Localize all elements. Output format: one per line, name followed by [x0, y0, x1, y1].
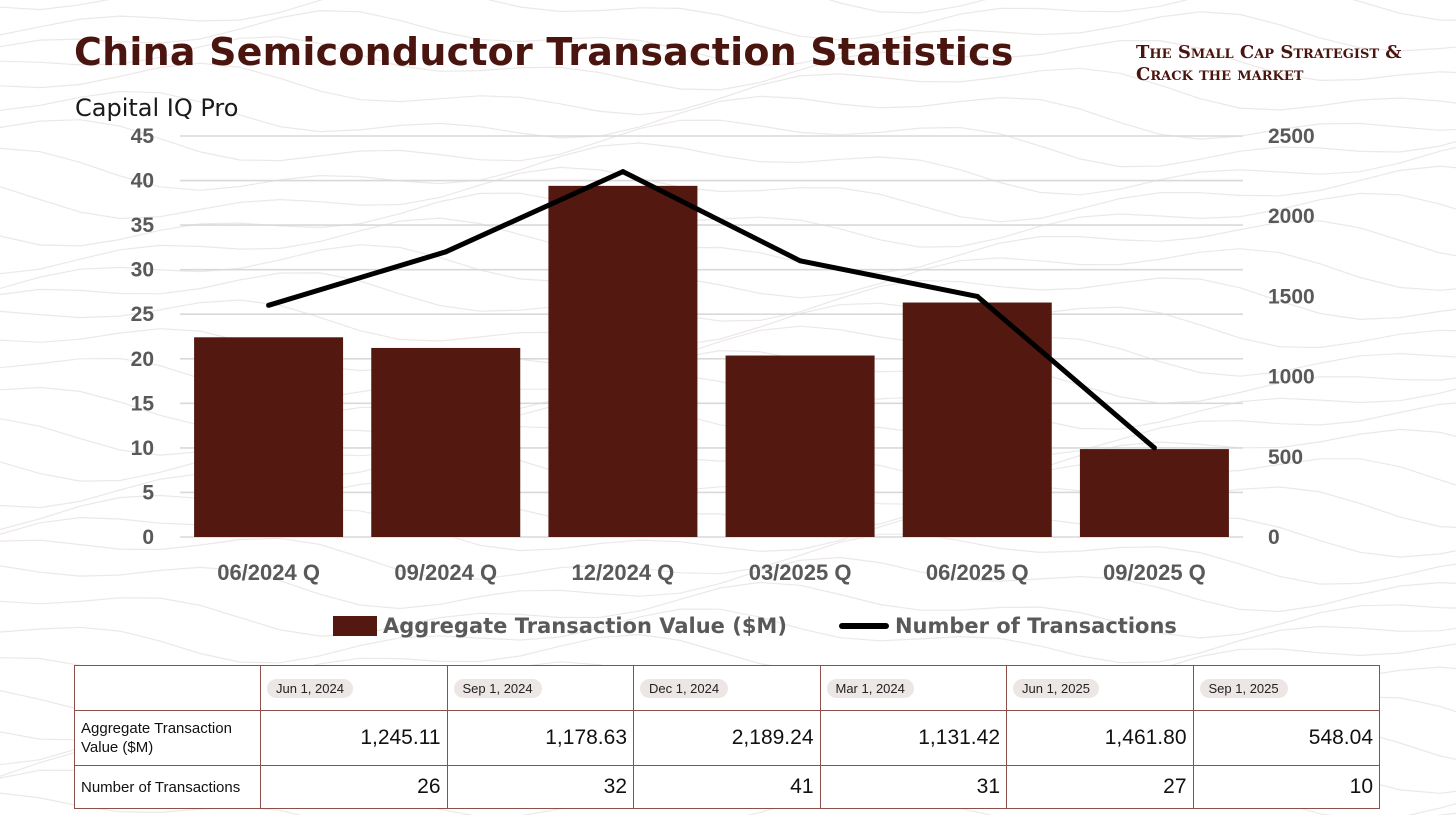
table-cell: 31: [819, 765, 1007, 809]
x-category-label: 03/2025 Q: [749, 560, 852, 585]
legend-bar-label: Aggregate Transaction Value ($M): [383, 614, 787, 638]
bar-aggregate-value: [371, 347, 521, 537]
bar-aggregate-value: [194, 337, 344, 537]
table-cell: 1,245.11: [260, 710, 448, 766]
date-pill: Sep 1, 2025: [1199, 678, 1288, 698]
line-number-of-transactions: [267, 169, 1157, 450]
table-header-cell: Sep 1, 2025: [1192, 665, 1380, 711]
y-right-tick-label: 1500: [1268, 285, 1315, 308]
table-cell: 1,461.80: [1006, 710, 1194, 766]
table-cell: 32: [446, 765, 634, 809]
y-left-tick-label: 10: [131, 437, 154, 460]
row-label: Number of Transactions: [74, 765, 261, 809]
brand-line-2: Crack the market: [1136, 64, 1304, 85]
table-header-cell: Jun 1, 2025: [1006, 665, 1194, 711]
page-subtitle: Capital IQ Pro: [75, 94, 239, 122]
combo-chart: 45 40 35 30 25 20 15 10 5 0 2500 2000 1500 1000 500 0 06…: [131, 125, 1315, 585]
contour-line: [0, 299, 1456, 349]
y-right-tick-label: 2000: [1268, 205, 1315, 228]
table-corner-cell: [74, 665, 261, 711]
legend-bar-swatch: [333, 616, 377, 636]
y-right-tick-label: 1000: [1268, 366, 1315, 389]
bar-aggregate-value: [725, 355, 875, 537]
x-category-label: 12/2024 Q: [572, 560, 675, 585]
date-pill: Dec 1, 2024: [640, 678, 729, 698]
line-point: [974, 293, 980, 299]
y-left-tick-label: 30: [131, 259, 154, 282]
y-left-tick-label: 15: [131, 392, 155, 415]
contour-line: [0, 272, 1456, 322]
y-right-tick-label: 500: [1268, 446, 1303, 469]
table-cell: 41: [633, 765, 821, 809]
y-left-tick-label: 20: [131, 348, 154, 371]
page-title: China Semiconductor Transaction Statisti…: [74, 30, 1014, 74]
chart-legend: Aggregate Transaction Value ($M) Number …: [333, 610, 1229, 642]
contour-line: [0, 9, 1456, 66]
contour-line: [0, 119, 1456, 168]
line-point: [1151, 445, 1157, 451]
table-cell: 1,131.42: [819, 710, 1007, 766]
row-label: Aggregate Transaction Value ($M): [74, 710, 261, 766]
legend-item-bars: Aggregate Transaction Value ($M): [333, 614, 787, 638]
date-pill: Sep 1, 2024: [453, 678, 542, 698]
y-right-tick-label: 0: [1268, 526, 1280, 549]
data-table: Jun 1, 2024 Sep 1, 2024 Dec 1, 2024 Mar …: [74, 665, 1380, 809]
legend-item-line: Number of Transactions: [838, 614, 1177, 638]
brand-line-1: The Small Cap Strategist &: [1136, 42, 1402, 63]
table-cell: 1,178.63: [446, 710, 634, 766]
contour-line: [0, 62, 1456, 116]
y-left-tick-label: 35: [131, 214, 155, 237]
y-left-tick-label: 25: [131, 303, 155, 326]
line-point: [797, 258, 803, 264]
table-row: Number of Transactions 26 32 41 31 27 10: [74, 765, 1380, 809]
line-point: [620, 169, 626, 175]
contour-line: [0, 0, 1456, 41]
line-point: [443, 249, 449, 255]
contour-line: [0, 217, 1456, 275]
x-category-label: 06/2025 Q: [926, 560, 1029, 585]
table-row: Aggregate Transaction Value ($M) 1,245.1…: [74, 710, 1380, 766]
y-left-tick-label: 45: [131, 125, 155, 148]
x-category-label: 06/2024 Q: [217, 560, 320, 585]
y-left-tick-label: 5: [142, 481, 154, 504]
table-header-cell: Jun 1, 2024: [260, 665, 448, 711]
table-header-cell: Sep 1, 2024: [446, 665, 634, 711]
legend-line-label: Number of Transactions: [894, 614, 1177, 638]
table-header-row: Jun 1, 2024 Sep 1, 2024 Dec 1, 2024 Mar …: [74, 665, 1380, 711]
y-left-tick-label: 40: [131, 170, 154, 193]
date-pill: Jun 1, 2025: [1013, 678, 1099, 698]
contour-line: [0, 142, 1456, 196]
date-pill: Jun 1, 2024: [267, 678, 353, 698]
table-cell: 26: [260, 765, 448, 809]
x-category-label: 09/2024 Q: [394, 560, 497, 585]
contour-line: [0, 36, 1456, 91]
table-cell: 2,189.24: [633, 710, 821, 766]
table-header-cell: Dec 1, 2024: [633, 665, 821, 711]
date-pill: Mar 1, 2024: [826, 678, 914, 698]
table-header-cell: Mar 1, 2024: [819, 665, 1007, 711]
contour-line: [0, 581, 1456, 639]
y-right-tick-label: 2500: [1268, 125, 1315, 148]
bar-aggregate-value: [548, 185, 698, 538]
y-left-tick-label: 0: [142, 526, 154, 549]
table-cell: 27: [1006, 765, 1194, 809]
legend-line-swatch: [838, 623, 889, 629]
contour-line: [0, 325, 1456, 377]
brand-logo-text: The Small Cap Strategist & Crack the mar…: [1136, 42, 1446, 86]
contour-line: [0, 608, 1456, 664]
x-category-label: 09/2025 Q: [1103, 560, 1206, 585]
contour-line: [0, 165, 1456, 223]
line-point: [266, 302, 272, 308]
table-cell: 10: [1192, 765, 1380, 809]
table-cell: 548.04: [1192, 710, 1380, 766]
contour-line: [0, 556, 1456, 613]
contour-line: [0, 90, 1456, 140]
contour-line: [0, 533, 1456, 585]
bar-aggregate-value: [1079, 449, 1229, 537]
contour-line: [0, 244, 1456, 299]
